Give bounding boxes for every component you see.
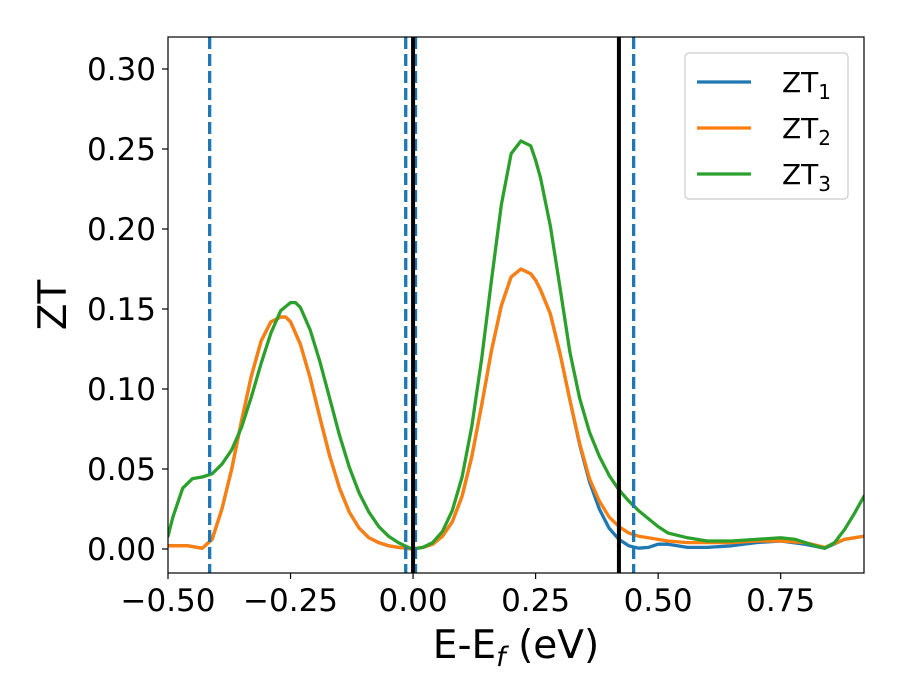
- y-tick-label: 0.10: [87, 372, 156, 408]
- y-tick-label: 0.20: [87, 212, 156, 248]
- series-line-zt3: [168, 139, 864, 551]
- x-tick-label: 0.00: [379, 583, 448, 619]
- y-tick-label: 0.15: [87, 292, 156, 328]
- legend-label-zt2: ZT2: [782, 112, 831, 150]
- plot-frame: [167, 36, 865, 574]
- x-axis-label: E-Ef (eV): [433, 623, 599, 673]
- x-axis-label-unit: (eV): [506, 623, 600, 668]
- y-tick-label: 0.05: [87, 452, 156, 488]
- y-tick-label: 0.30: [87, 52, 156, 88]
- legend: ZT1 ZT2 ZT3: [684, 52, 849, 200]
- x-tick-label: 0.75: [746, 583, 815, 619]
- legend-box: [684, 52, 849, 200]
- y-axis-label: ZT: [31, 280, 76, 331]
- plot-area: [168, 37, 864, 573]
- x-tick-label: 0.25: [501, 583, 570, 619]
- y-tick-label: 0.25: [87, 132, 156, 168]
- x-tick-label: 0.50: [624, 583, 693, 619]
- x-tick-label: −0.50: [121, 583, 216, 619]
- series-line-zt2: [168, 267, 864, 551]
- x-axis: −0.50 −0.25 0.00 0.25 0.50 0.75: [121, 573, 815, 619]
- y-tick-label: 0.00: [87, 532, 156, 568]
- legend-label-zt3: ZT3: [782, 158, 831, 196]
- y-axis: 0.00 0.05 0.10 0.15 0.20 0.25 0.30: [87, 52, 168, 568]
- legend-label-zt1: ZT1: [782, 66, 831, 104]
- x-axis-label-main: E-E: [433, 623, 496, 668]
- x-tick-label: −0.25: [243, 583, 338, 619]
